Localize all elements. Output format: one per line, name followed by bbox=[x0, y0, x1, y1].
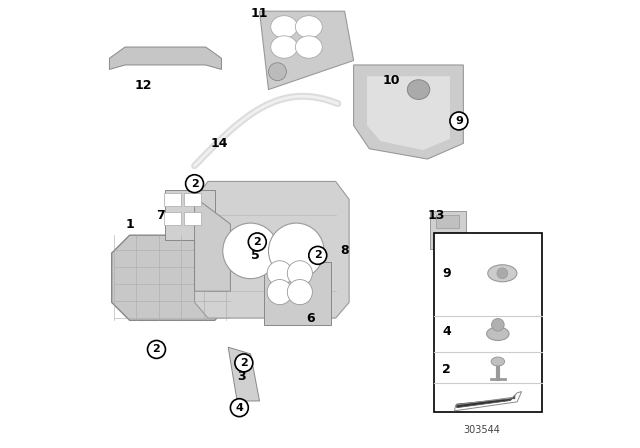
Ellipse shape bbox=[486, 327, 509, 340]
Ellipse shape bbox=[497, 268, 508, 279]
Ellipse shape bbox=[223, 223, 278, 279]
Polygon shape bbox=[228, 347, 260, 401]
Polygon shape bbox=[260, 11, 353, 90]
Text: 8: 8 bbox=[340, 244, 349, 258]
Ellipse shape bbox=[296, 16, 323, 38]
Polygon shape bbox=[367, 76, 450, 150]
Ellipse shape bbox=[287, 261, 312, 286]
Polygon shape bbox=[430, 211, 466, 249]
FancyBboxPatch shape bbox=[435, 233, 541, 412]
Text: 9: 9 bbox=[442, 267, 451, 280]
Text: 7: 7 bbox=[157, 208, 165, 222]
Bar bbox=[184, 212, 201, 225]
Ellipse shape bbox=[408, 80, 430, 99]
Circle shape bbox=[186, 175, 204, 193]
Polygon shape bbox=[264, 262, 332, 325]
Text: 12: 12 bbox=[134, 78, 152, 92]
Text: 4: 4 bbox=[442, 325, 451, 338]
Polygon shape bbox=[112, 235, 233, 320]
Bar bbox=[184, 193, 201, 206]
Ellipse shape bbox=[269, 223, 324, 279]
Ellipse shape bbox=[271, 36, 298, 58]
Polygon shape bbox=[109, 47, 221, 69]
Text: 2: 2 bbox=[191, 179, 198, 189]
Circle shape bbox=[230, 399, 248, 417]
Text: 2: 2 bbox=[152, 345, 161, 354]
Text: 11: 11 bbox=[251, 7, 268, 20]
Ellipse shape bbox=[287, 280, 312, 305]
Text: 2: 2 bbox=[253, 237, 261, 247]
Polygon shape bbox=[353, 65, 463, 159]
Text: 9: 9 bbox=[455, 116, 463, 126]
Bar bbox=[164, 212, 180, 225]
Text: 10: 10 bbox=[383, 74, 401, 87]
Polygon shape bbox=[165, 190, 215, 240]
Text: 6: 6 bbox=[307, 311, 316, 325]
Ellipse shape bbox=[267, 280, 292, 305]
Text: 2: 2 bbox=[240, 358, 248, 368]
Text: 2: 2 bbox=[314, 250, 322, 260]
Ellipse shape bbox=[269, 63, 287, 81]
Polygon shape bbox=[195, 197, 230, 291]
Ellipse shape bbox=[492, 319, 504, 331]
Text: 13: 13 bbox=[428, 208, 445, 222]
Circle shape bbox=[450, 112, 468, 130]
Polygon shape bbox=[436, 215, 459, 228]
Text: 5: 5 bbox=[251, 249, 259, 262]
Polygon shape bbox=[195, 181, 349, 318]
Ellipse shape bbox=[296, 36, 323, 58]
Ellipse shape bbox=[271, 16, 298, 38]
Ellipse shape bbox=[491, 357, 504, 366]
Ellipse shape bbox=[267, 261, 292, 286]
Ellipse shape bbox=[488, 265, 517, 282]
Circle shape bbox=[148, 340, 166, 358]
Polygon shape bbox=[457, 395, 515, 408]
Text: 2: 2 bbox=[442, 363, 451, 376]
Text: 4: 4 bbox=[236, 403, 243, 413]
Text: 14: 14 bbox=[211, 137, 228, 150]
Text: 3: 3 bbox=[237, 370, 246, 383]
Text: 303544: 303544 bbox=[464, 425, 500, 435]
Circle shape bbox=[309, 246, 327, 264]
Circle shape bbox=[235, 354, 253, 372]
Circle shape bbox=[248, 233, 266, 251]
Text: 1: 1 bbox=[125, 217, 134, 231]
Bar bbox=[164, 193, 180, 206]
